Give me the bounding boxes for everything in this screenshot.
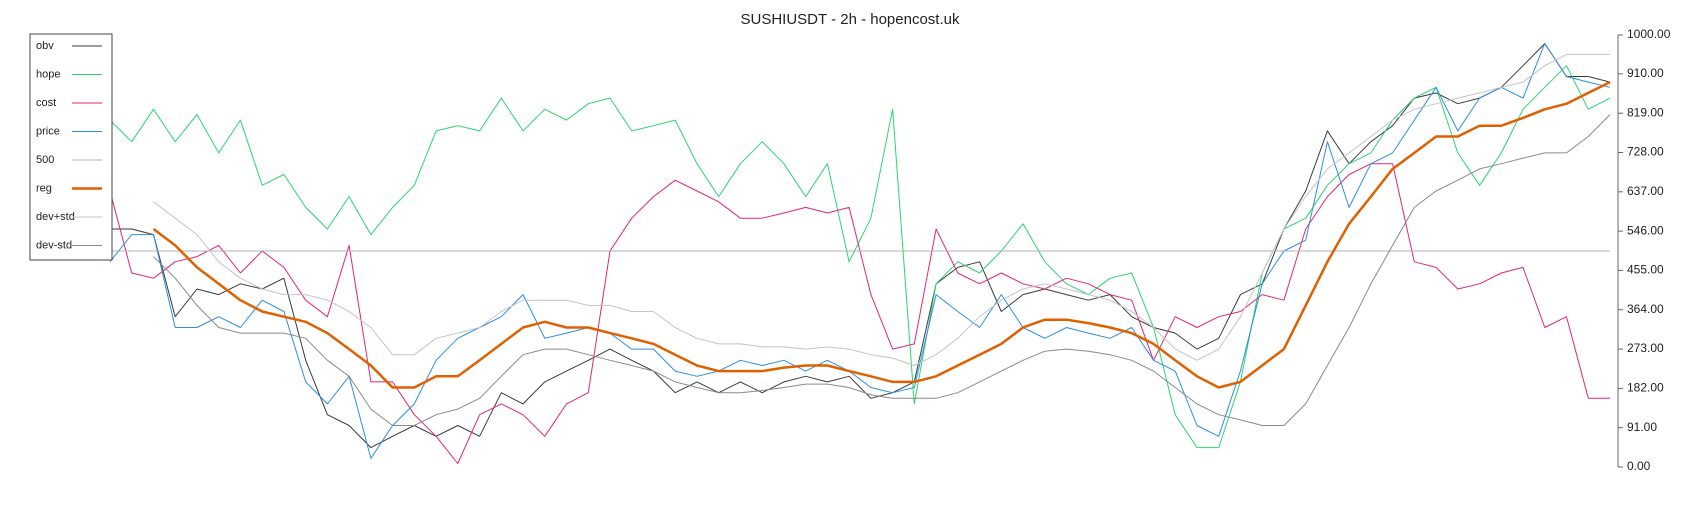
y-tick-label: 1000.00	[1627, 27, 1671, 41]
series-line	[110, 43, 1611, 449]
y-tick-label: 91.00	[1627, 420, 1657, 434]
legend-label: cost	[36, 97, 56, 109]
y-tick-label: 273.00	[1627, 341, 1664, 355]
y-tick-label: 0.00	[1627, 459, 1651, 473]
y-tick-label: 182.00	[1627, 381, 1664, 395]
legend-label: 500	[36, 154, 54, 166]
legend-label: obv	[36, 40, 54, 52]
series-line	[109, 43, 1611, 459]
series-line	[153, 53, 1610, 366]
chart-title: SUSHIUSDT - 2h - hopencost.uk	[741, 11, 960, 28]
y-tick-label: 819.00	[1627, 105, 1664, 119]
y-tick-label: 637.00	[1627, 184, 1664, 198]
legend-label: price	[36, 125, 60, 137]
y-tick-label: 910.00	[1627, 66, 1664, 80]
legend-box	[29, 33, 113, 261]
y-tick-label: 455.00	[1627, 263, 1664, 277]
series-line	[152, 80, 1611, 389]
y-tick-label: 728.00	[1627, 145, 1664, 159]
legend-label: hope	[36, 68, 60, 80]
series-line	[153, 114, 1611, 426]
y-tick-label: 364.00	[1627, 302, 1664, 316]
legend-label: dev+std	[36, 211, 75, 223]
series-line	[109, 65, 1611, 449]
legend-label: reg	[36, 182, 52, 194]
legend-label: dev-std	[36, 239, 72, 251]
y-tick-label: 546.00	[1627, 223, 1664, 237]
